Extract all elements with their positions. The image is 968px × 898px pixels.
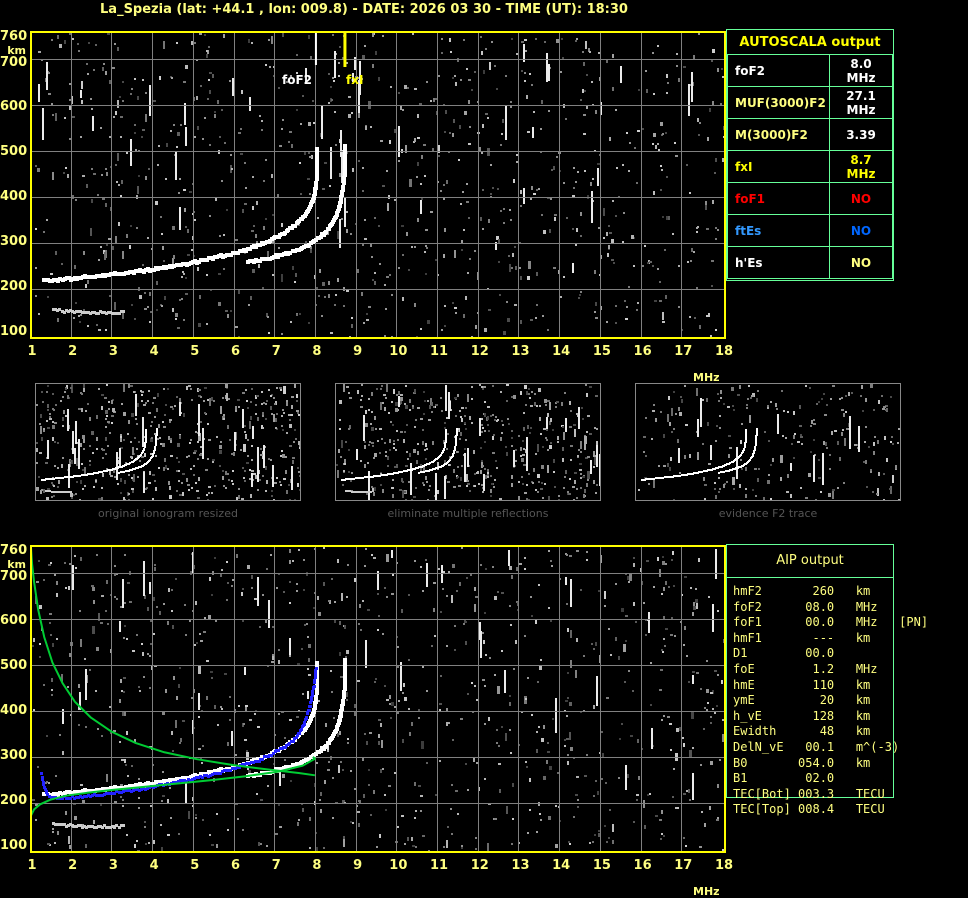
x-tick-5: 5 [190,858,200,873]
aip-values-block: hmF2 260 km foF2 08.0 MHz foF1 00.0 MHz … [733,584,929,817]
marker-label-fof2: foF2 [282,73,313,87]
y-tick-400: 400 [0,189,28,204]
y-tick-300-b: 300 [0,748,28,763]
autoscala-value-5: NO [829,214,893,247]
thumb-f2-trace-caption: evidence F2 trace [718,507,818,520]
autoscala-row: MUF(3000)F2 27.1 MHz [727,86,893,119]
autoscala-value-2: 3.39 [829,118,893,151]
y-tick-300: 300 [0,234,28,249]
x-tick-7: 7 [271,858,281,873]
y-tick-700: 700 [0,55,28,70]
x-tick-17: 17 [674,344,693,359]
x-axis-unit-top: MHz [693,371,720,384]
x-tick-17: 17 [674,858,693,873]
y-axis-unit-b: km [7,558,26,571]
autoscala-plot-region: 760 km 700 600 500 400 300 200 100 foF2 … [0,26,733,384]
x-tick-9: 9 [353,858,363,873]
autoscala-row: foF2 8.0 MHz [727,54,893,87]
x-tick-2: 2 [68,858,78,873]
x-tick-12: 12 [470,858,489,873]
x-tick-5: 5 [190,344,200,359]
x-tick-14: 14 [552,344,571,359]
y-axis-unit: km [7,44,26,57]
autoscala-row: fxI 8.7 MHz [727,150,893,183]
x-tick-14: 14 [552,858,571,873]
x-tick-3: 3 [108,858,118,873]
autoscala-value-1: 27.1 MHz [829,86,893,119]
y-tick-100-b: 100 [0,838,28,853]
x-tick-1: 1 [27,858,37,873]
x-tick-3: 3 [108,344,118,359]
x-tick-7: 7 [271,344,281,359]
autoscala-key-4: foF1 [727,182,830,215]
y-tick-600: 600 [0,99,28,114]
x-tick-4: 4 [149,858,159,873]
autoscala-table: foF2 8.0 MHz MUF(3000)F2 27.1 MHz M(3000)F2 3… [727,54,893,279]
y-tick-760-b: 760 [0,543,28,558]
y-tick-200: 200 [0,279,28,294]
autoscala-key-6: h'Es [727,246,830,279]
y-tick-400-b: 400 [0,703,28,718]
marker-label-fxi: fxI [346,73,364,87]
x-tick-9: 9 [353,344,363,359]
x-tick-2: 2 [68,344,78,359]
x-tick-1: 1 [27,344,37,359]
autoscala-value-4: NO [829,182,893,215]
aip-panel-title: AIP output [727,545,893,578]
x-tick-11: 11 [430,858,449,873]
x-tick-13: 13 [511,344,530,359]
x-tick-15: 15 [592,344,611,359]
thumb-f2-trace[interactable] [635,383,901,501]
x-tick-6: 6 [230,344,241,359]
x-tick-12: 12 [470,344,489,359]
y-tick-100: 100 [0,324,28,339]
thumb-original[interactable] [35,383,301,501]
x-tick-8: 8 [312,858,322,873]
thumb-no-multiples-caption: eliminate multiple reflections [387,507,549,520]
x-tick-16: 16 [633,858,652,873]
autoscala-value-6: NO [829,246,893,279]
autoscala-key-2: M(3000)F2 [727,118,830,151]
autoscala-row: h'Es NO [727,246,893,279]
autoscala-output-panel: AUTOSCALA output foF2 8.0 MHz MUF(3000)F2 2… [726,29,894,281]
autoscala-value-0: 8.0 MHz [829,54,893,87]
autoscala-row: M(3000)F2 3.39 [727,118,893,151]
x-tick-18: 18 [714,858,734,873]
y-tick-700-b: 700 [0,569,28,584]
x-tick-10: 10 [389,344,408,359]
x-tick-4: 4 [149,344,159,359]
autoscala-row: ftEs NO [727,214,893,247]
x-axis-unit-bottom: MHz [693,885,720,898]
thumb-no-multiples[interactable] [335,383,601,501]
x-tick-16: 16 [633,344,652,359]
x-tick-13: 13 [511,858,530,873]
x-tick-18: 18 [714,344,734,359]
x-tick-10: 10 [389,858,408,873]
x-tick-6: 6 [230,858,241,873]
thumb-original-caption: original ionogram resized [98,507,238,520]
autoscala-row: foF1 NO [727,182,893,215]
aip-output-panel: AIP output hmF2 260 km foF2 08.0 MHz foF… [726,544,928,816]
y-tick-600-b: 600 [0,613,28,628]
ionogram-aip-canvas[interactable] [30,545,726,853]
autoscala-key-1: MUF(3000)F2 [727,86,830,119]
x-tick-8: 8 [312,344,322,359]
y-tick-760: 760 [0,29,28,44]
autoscala-value-3: 8.7 MHz [829,150,893,183]
page-title: La_Spezia (lat: +44.1 , lon: 009.8) - DA… [100,2,628,17]
autoscala-key-0: foF2 [727,54,830,87]
x-tick-11: 11 [430,344,449,359]
ionogram-autoscala-canvas[interactable] [30,31,726,339]
y-tick-500: 500 [0,144,28,159]
y-tick-500-b: 500 [0,658,28,673]
y-tick-200-b: 200 [0,793,28,808]
autoscala-panel-title: AUTOSCALA output [739,35,881,50]
autoscala-key-5: ftEs [727,214,830,247]
autoscala-key-3: fxI [727,150,830,183]
x-tick-15: 15 [592,858,611,873]
